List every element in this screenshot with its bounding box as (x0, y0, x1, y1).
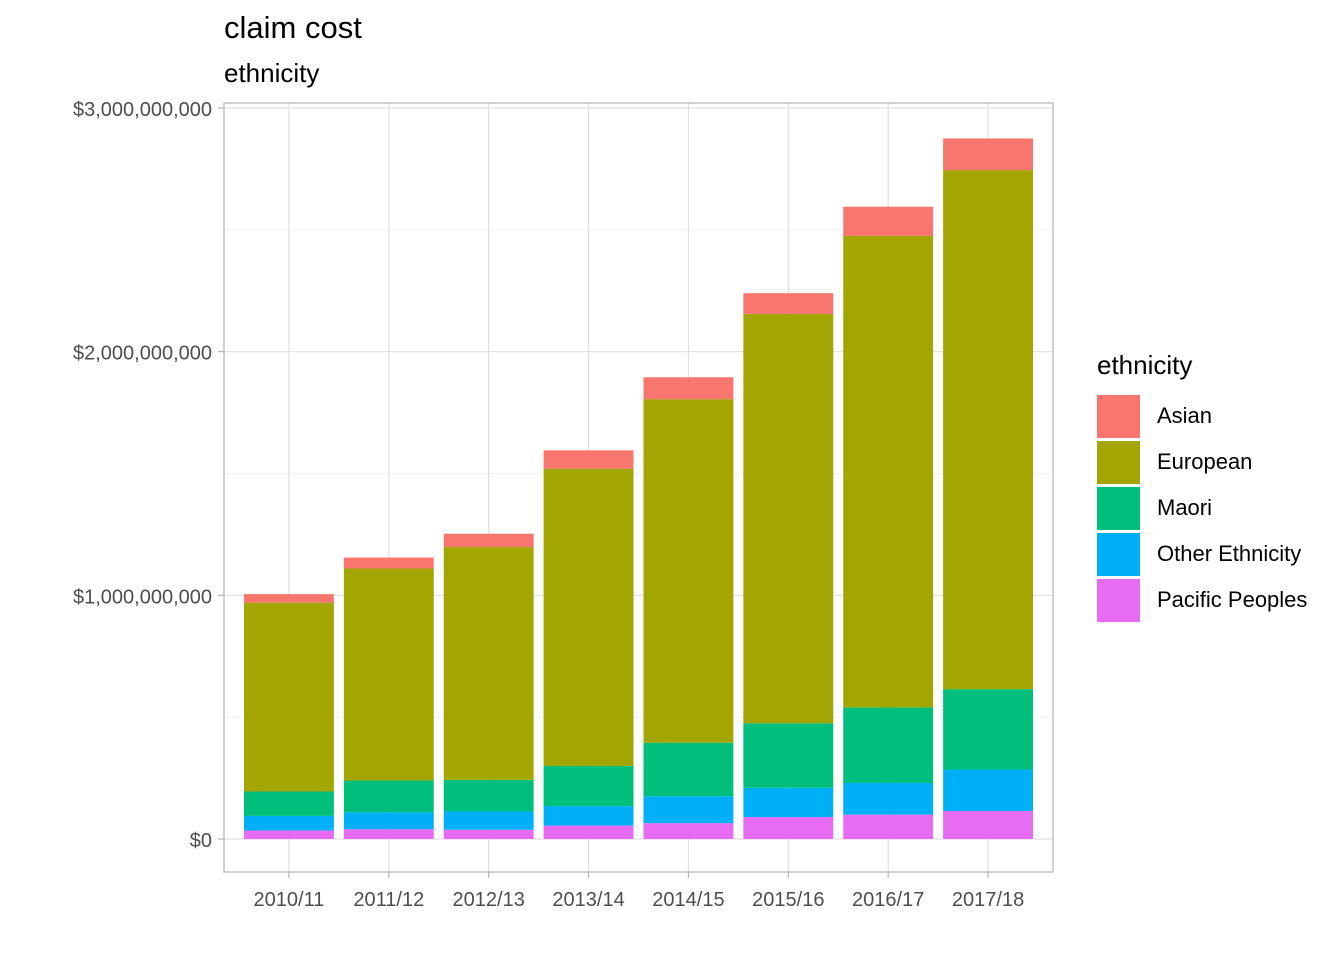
bar-other-ethnicity (443, 811, 534, 830)
bar-pacific-peoples (743, 817, 834, 839)
bar-pacific-peoples (343, 829, 434, 839)
bar-asian (443, 533, 534, 548)
bar-other-ethnicity (543, 806, 634, 826)
axis-layer: $0 $1,000,000,000 $2,000,000,000 $3,000,000… (73, 99, 1024, 911)
legend-label: Asian (1157, 403, 1213, 428)
legend-item: European (1097, 439, 1307, 485)
y-tick-label: $2,000,000,000 (73, 343, 212, 365)
bar-maori (243, 791, 334, 816)
bar-european (843, 235, 934, 708)
x-tick-label: 2015/16 (752, 889, 824, 911)
x-tick-label: 2017/18 (952, 889, 1024, 911)
bar-asian (243, 594, 334, 603)
bar-european (443, 547, 534, 780)
x-tick-label: 2010/11 (254, 889, 325, 911)
y-tick-label: $3,000,000,000 (73, 99, 212, 121)
bar-asian (743, 293, 834, 314)
bar-pacific-peoples (443, 829, 534, 839)
bar-layer (243, 138, 1034, 839)
chart-title: claim cost (224, 10, 362, 45)
legend-label: European (1157, 449, 1253, 474)
bar-european (943, 170, 1034, 690)
panel-border (223, 102, 1054, 873)
bar-european (543, 468, 634, 766)
legend-label: Pacific Peoples (1157, 587, 1308, 612)
y-tick-label: $1,000,000,000 (73, 586, 212, 608)
bar-maori (343, 780, 434, 813)
x-tick-label: 2011/12 (353, 889, 424, 911)
bar-maori (743, 723, 834, 788)
legend-items: Asian European Maori Other Ethnicity Pacific… (1097, 393, 1307, 623)
legend-title: ethnicity (1097, 350, 1193, 380)
bar-european (643, 399, 734, 743)
bar-european (243, 602, 334, 792)
bar-european (343, 568, 434, 781)
legend-item: Other Ethnicity (1097, 531, 1307, 577)
bar-other-ethnicity (243, 815, 334, 831)
bar-pacific-peoples (643, 823, 734, 839)
legend: ethnicity Asian European Maori Other Ethnic… (1097, 350, 1307, 623)
bar-asian (843, 206, 934, 236)
bar-pacific-peoples (843, 814, 934, 839)
x-tick-label: 2013/14 (552, 889, 624, 911)
chart-subtitle: ethnicity (224, 58, 320, 88)
bar-pacific-peoples (943, 810, 1034, 839)
bar-pacific-peoples (243, 830, 334, 839)
legend-label: Maori (1157, 495, 1213, 520)
legend-label: Other Ethnicity (1157, 541, 1302, 566)
legend-swatch (1097, 578, 1140, 622)
bar-maori (643, 742, 734, 797)
legend-item: Pacific Peoples (1097, 577, 1307, 623)
bar-other-ethnicity (743, 787, 834, 818)
x-tick-label: 2012/13 (453, 889, 525, 911)
bar-other-ethnicity (643, 796, 734, 824)
y-tick-label: $0 (190, 830, 212, 852)
x-tick-label: 2016/17 (852, 889, 924, 911)
legend-swatch (1097, 394, 1140, 438)
bar-other-ethnicity (943, 769, 1034, 811)
bar-maori (843, 707, 934, 783)
bar-asian (643, 377, 734, 400)
legend-swatch (1097, 486, 1140, 530)
bar-maori (543, 765, 634, 807)
legend-item: Asian (1097, 393, 1307, 439)
bar-other-ethnicity (843, 782, 934, 815)
bar-european (743, 313, 834, 724)
bar-asian (943, 138, 1034, 171)
bar-maori (943, 689, 1034, 770)
legend-swatch (1097, 440, 1140, 484)
bar-pacific-peoples (543, 825, 634, 839)
bar-asian (543, 450, 634, 469)
bar-maori (443, 779, 534, 812)
legend-item: Maori (1097, 485, 1307, 531)
bar-asian (343, 557, 434, 569)
x-tick-label: 2014/15 (652, 889, 724, 911)
bar-other-ethnicity (343, 812, 434, 830)
legend-swatch (1097, 532, 1140, 576)
